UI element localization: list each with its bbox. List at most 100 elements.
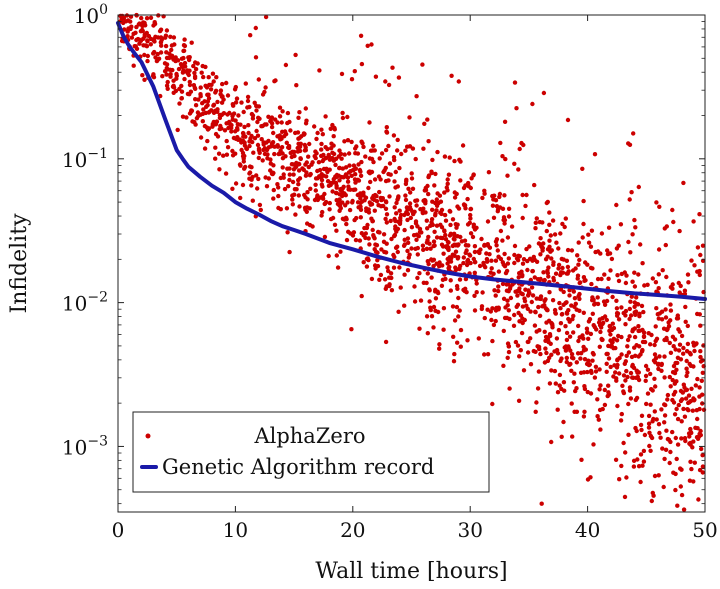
alphazero-point [586, 232, 591, 237]
alphazero-point [251, 150, 256, 155]
alphazero-point [460, 143, 466, 148]
alphazero-point [592, 375, 598, 380]
alphazero-point [369, 42, 374, 47]
alphazero-point [477, 250, 482, 256]
alphazero-point [437, 346, 442, 351]
alphazero-point [584, 326, 590, 331]
alphazero-point [537, 313, 543, 318]
alphazero-point [534, 400, 539, 405]
alphazero-point [370, 227, 375, 233]
alphazero-point [545, 270, 550, 276]
alphazero-point [468, 260, 473, 266]
alphazero-point [153, 34, 158, 39]
alphazero-point [632, 270, 637, 275]
alphazero-point [619, 334, 624, 340]
alphazero-point [663, 315, 669, 320]
alphazero-point [425, 226, 430, 231]
alphazero-point [334, 253, 339, 258]
alphazero-point [597, 367, 602, 372]
alphazero-point [384, 200, 389, 205]
alphazero-point [225, 93, 231, 98]
alphazero-point [355, 200, 361, 205]
alphazero-point [569, 401, 574, 406]
alphazero-point [665, 392, 671, 398]
alphazero-point [217, 167, 222, 172]
alphazero-point [164, 83, 170, 88]
alphazero-point [459, 239, 465, 244]
alphazero-point [517, 286, 522, 291]
alphazero-point [461, 185, 467, 191]
x-axis-title: Wall time [hours] [315, 559, 507, 584]
alphazero-point [501, 363, 506, 368]
alphazero-point [650, 276, 655, 281]
alphazero-point [640, 261, 645, 266]
alphazero-point [517, 146, 522, 152]
alphazero-point [446, 265, 451, 271]
alphazero-point [151, 51, 156, 56]
alphazero-point [679, 436, 684, 441]
alphazero-point [454, 191, 459, 197]
alphazero-point [609, 343, 614, 348]
alphazero-point [348, 187, 353, 192]
alphazero-point [697, 467, 703, 473]
alphazero-point [524, 192, 529, 198]
alphazero-point [688, 459, 693, 464]
alphazero-point [189, 108, 194, 113]
alphazero-point [230, 112, 235, 118]
alphazero-point [667, 374, 672, 380]
alphazero-point [345, 114, 350, 120]
alphazero-point [634, 395, 640, 401]
alphazero-point [606, 343, 611, 349]
alphazero-point [358, 196, 363, 201]
alphazero-point [320, 132, 325, 137]
alphazero-point [435, 191, 440, 196]
alphazero-point [431, 263, 436, 269]
alphazero-point [220, 94, 225, 99]
alphazero-point [595, 397, 600, 402]
alphazero-point [552, 307, 558, 313]
alphazero-point [233, 136, 239, 141]
alphazero-point [619, 271, 624, 277]
alphazero-point [409, 246, 414, 251]
alphazero-point [574, 386, 579, 391]
alphazero-point [640, 347, 645, 353]
alphazero-point [390, 65, 395, 70]
alphazero-point [638, 422, 644, 428]
alphazero-point [563, 324, 568, 329]
alphazero-point [285, 166, 290, 171]
alphazero-point [387, 282, 392, 287]
alphazero-point [245, 98, 251, 104]
alphazero-point [470, 234, 476, 240]
alphazero-point [666, 320, 671, 325]
alphazero-point [463, 250, 468, 256]
alphazero-point [628, 299, 633, 304]
alphazero-point [642, 432, 648, 438]
alphazero-point [262, 89, 267, 95]
alphazero-point [553, 381, 558, 386]
alphazero-point [249, 111, 255, 117]
alphazero-point [358, 215, 363, 220]
alphazero-point [520, 274, 525, 279]
alphazero-point [468, 206, 474, 212]
alphazero-point [339, 71, 345, 77]
alphazero-point [287, 172, 292, 177]
alphazero-point [422, 121, 427, 127]
alphazero-point [581, 275, 587, 280]
alphazero-point [519, 291, 524, 296]
alphazero-point [697, 212, 702, 217]
alphazero-point [626, 401, 631, 407]
alphazero-point [233, 84, 238, 90]
alphazero-point [286, 145, 291, 150]
alphazero-point [619, 352, 624, 357]
alphazero-point [591, 442, 596, 447]
alphazero-point [230, 186, 235, 191]
alphazero-point [489, 258, 494, 263]
alphazero-point [224, 152, 230, 157]
alphazero-point [125, 34, 130, 39]
alphazero-point [561, 380, 567, 385]
alphazero-point [202, 146, 208, 151]
alphazero-point [626, 350, 632, 355]
alphazero-point [533, 226, 538, 231]
alphazero-point [445, 181, 450, 186]
alphazero-point [523, 203, 528, 209]
